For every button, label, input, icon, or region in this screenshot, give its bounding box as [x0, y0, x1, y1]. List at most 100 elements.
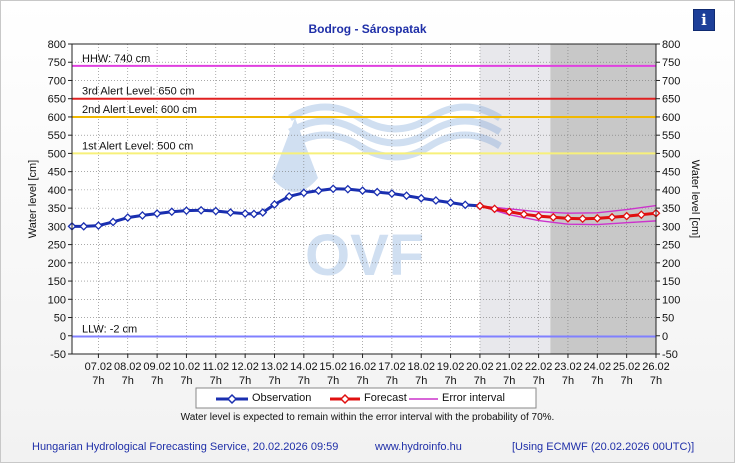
y-tick-label-right: 800	[662, 39, 680, 51]
y-tick-label-left: -50	[50, 349, 66, 361]
y-tick-label-right: 100	[662, 294, 680, 306]
legend-observation-label: Observation	[252, 392, 312, 404]
x-tick-time: 7h	[474, 375, 486, 387]
forecast-point	[475, 201, 485, 211]
x-tick-date: 17.02	[378, 361, 406, 373]
y-tick-label-right: 500	[662, 148, 680, 160]
x-tick-date: 26.02	[642, 361, 670, 373]
x-tick-time: 7h	[298, 375, 310, 387]
x-tick-date: 11.02	[202, 361, 229, 373]
x-tick-time: 7h	[239, 375, 251, 387]
legend-error-label: Error interval	[442, 392, 505, 404]
y-tick-label-left: 550	[48, 130, 66, 142]
y-tick-label-left: 350	[48, 203, 66, 215]
observation-point	[431, 196, 441, 205]
observation-point	[358, 186, 367, 196]
threshold-label: 3rd Alert Level: 650 cm	[82, 86, 195, 98]
observation-point	[343, 184, 353, 194]
forecast-point	[607, 212, 617, 222]
x-tick-date: 08.02	[114, 361, 142, 373]
watermark-wave	[288, 103, 502, 133]
forecast-point	[490, 204, 500, 214]
threshold-label: HHW: 740 cm	[82, 53, 150, 65]
observation-point	[446, 198, 455, 208]
observation-point	[328, 184, 338, 194]
x-tick-date: 19.02	[437, 361, 465, 373]
y-tick-label-left: 50	[54, 313, 66, 325]
observation-point	[182, 206, 191, 216]
y-tick-label-right: 750	[662, 57, 680, 69]
x-tick-date: 21.02	[496, 361, 524, 373]
observation-point	[258, 208, 268, 217]
forecast-point	[578, 214, 588, 224]
y-tick-label-right: 300	[662, 221, 680, 233]
info-icon[interactable]: i	[693, 9, 715, 31]
x-tick-time: 7h	[562, 375, 574, 387]
observation-point	[284, 192, 294, 201]
x-tick-date: 23.02	[554, 361, 582, 373]
x-tick-date: 12.02	[231, 361, 259, 373]
x-tick-time: 7h	[386, 375, 398, 387]
y-axis-label-left: Water level [cm]	[27, 160, 39, 238]
observation-point	[108, 217, 118, 227]
forecast-point	[636, 210, 646, 220]
y-tick-label-right: 600	[662, 112, 680, 124]
y-tick-label-right: 50	[662, 313, 674, 325]
y-tick-label-left: 150	[48, 276, 66, 288]
observation-point	[372, 187, 382, 197]
x-tick-time: 7h	[591, 375, 603, 387]
footer-service: Hungarian Hydrological Forecasting Servi…	[32, 441, 339, 453]
y-tick-label-left: 400	[48, 185, 66, 197]
y-tick-label-right: 450	[662, 167, 680, 179]
observation-point	[314, 186, 323, 196]
y-tick-label-left: 500	[48, 148, 66, 160]
watermark-wave	[288, 117, 502, 147]
x-tick-time: 7h	[415, 375, 427, 387]
x-tick-time: 7h	[444, 375, 456, 387]
x-tick-time: 7h	[210, 375, 222, 387]
x-tick-time: 7h	[151, 375, 163, 387]
x-tick-date: 10.02	[173, 361, 201, 373]
ovf-watermark: OVF	[272, 103, 502, 288]
x-tick-time: 7h	[532, 375, 544, 387]
observation-point	[249, 209, 259, 219]
x-tick-date: 18.02	[407, 361, 435, 373]
y-tick-label-left: 750	[48, 57, 66, 69]
observation-point	[226, 208, 235, 217]
x-tick-time: 7h	[650, 375, 662, 387]
y-tick-label-right: 550	[662, 130, 680, 142]
y-tick-label-left: 100	[48, 294, 66, 306]
plot-border	[71, 43, 657, 355]
x-tick-date: 25.02	[613, 361, 641, 373]
legend-box	[195, 387, 537, 409]
x-tick-time: 7h	[327, 375, 339, 387]
observation-point	[93, 221, 103, 231]
observation-point	[211, 206, 221, 216]
observation-point	[402, 191, 411, 201]
footer-link[interactable]: www.hydroinfo.hu	[375, 441, 462, 453]
forecast-region	[479, 44, 551, 354]
observation-point	[240, 209, 250, 219]
x-tick-time: 7h	[268, 375, 280, 387]
y-tick-label-right: -50	[662, 349, 678, 361]
observation-point	[152, 209, 162, 219]
x-tick-date: 14.02	[290, 361, 318, 373]
y-tick-label-left: 300	[48, 221, 66, 233]
observation-point	[460, 200, 470, 210]
y-tick-label-left: 250	[48, 240, 66, 252]
footer-model: [Using ECMWF (20.02.2026 00UTC)]	[512, 441, 695, 453]
y-tick-label-right: 250	[662, 240, 680, 252]
forecast-point	[592, 213, 602, 223]
observation-point	[299, 188, 309, 198]
x-tick-date: 07.02	[85, 361, 113, 373]
y-tick-label-left: 800	[48, 39, 66, 51]
observation-point	[167, 207, 177, 217]
probability-note: Water level is expected to remain within…	[180, 412, 555, 423]
x-tick-time: 7h	[180, 375, 192, 387]
y-tick-label-right: 150	[662, 276, 680, 288]
observation-point	[270, 200, 279, 209]
legend-forecast-marker	[330, 393, 360, 405]
watermark-drop	[272, 118, 318, 192]
y-tick-label-left: 0	[60, 331, 66, 343]
